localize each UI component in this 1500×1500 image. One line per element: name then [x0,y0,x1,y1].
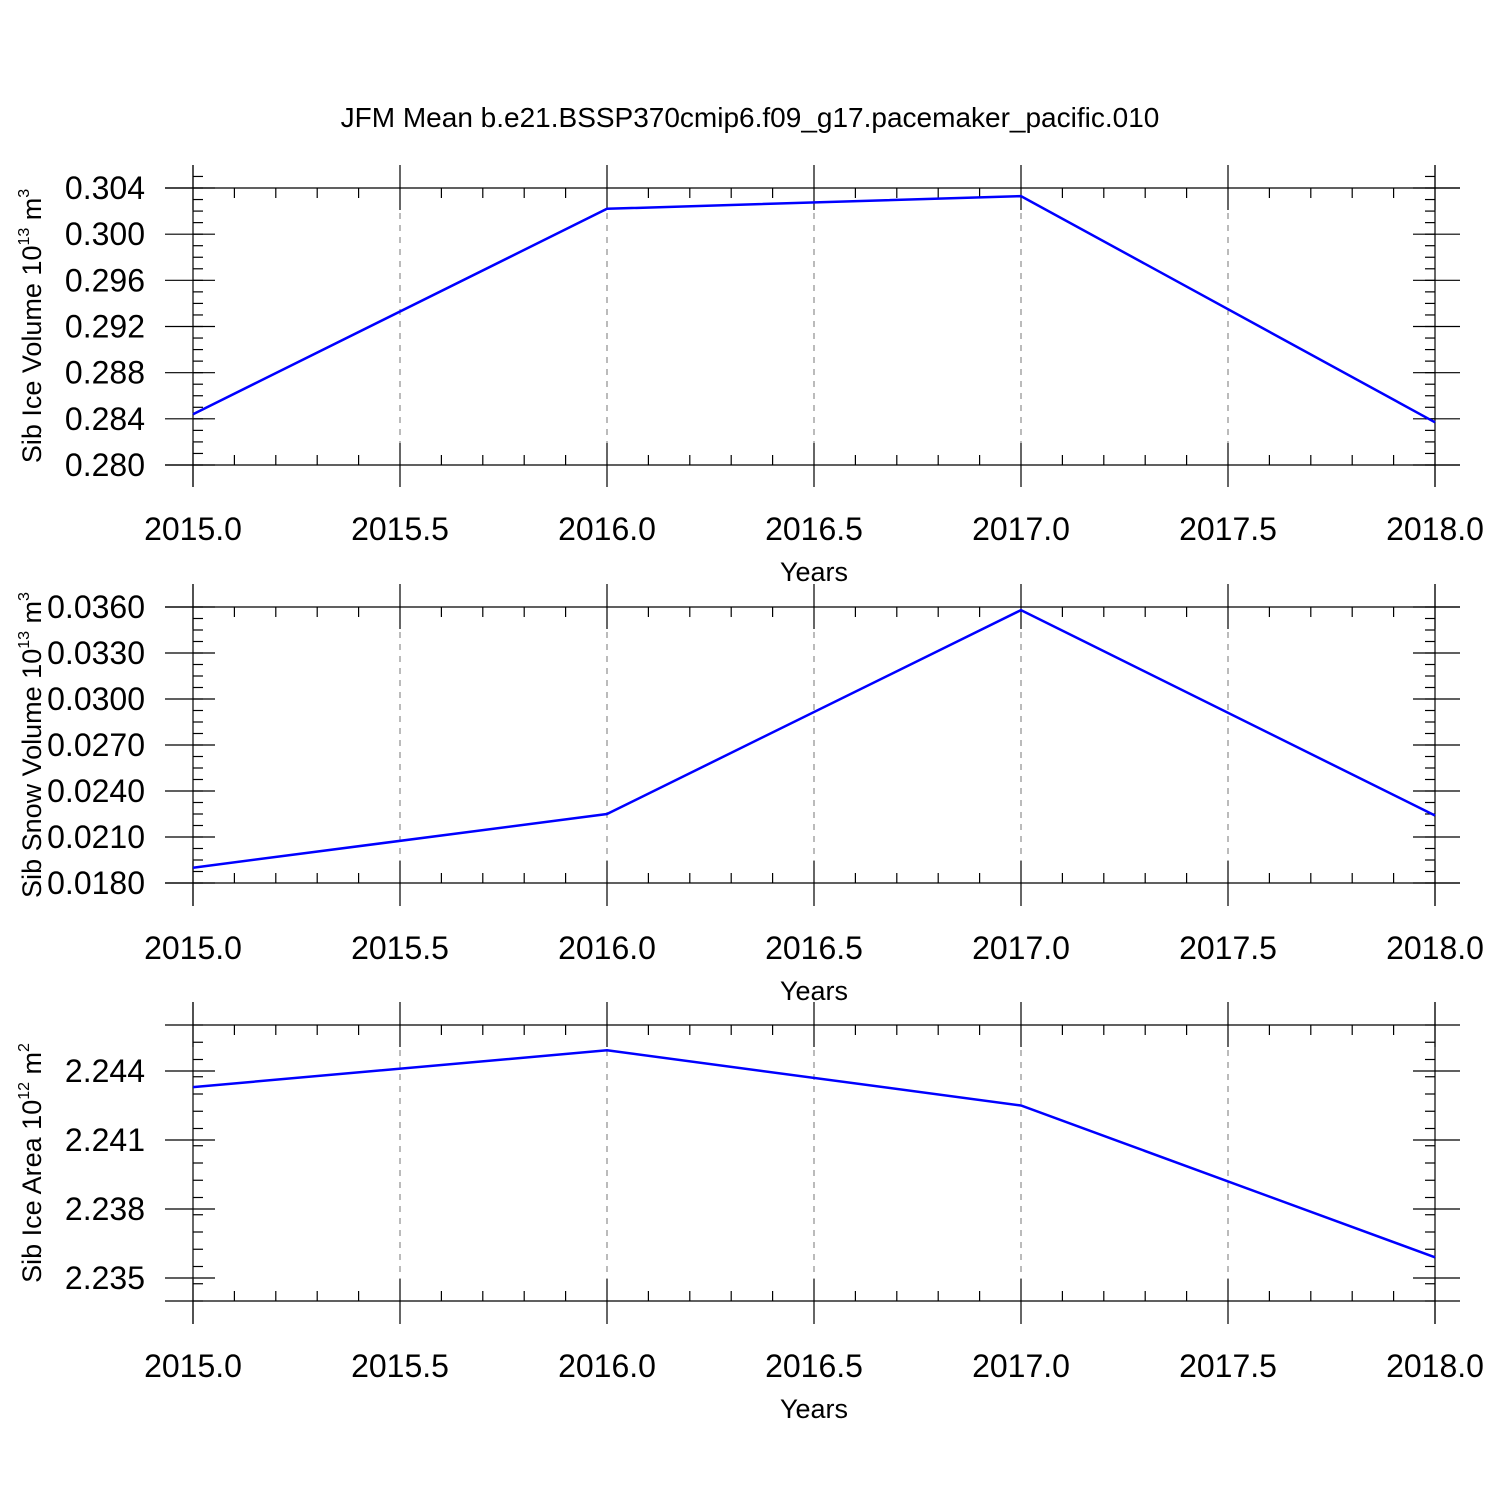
x-tick-label: 2016.0 [558,930,656,966]
x-axis-label: Years [780,976,848,1006]
y-label-unit: m [17,601,47,631]
x-tick-label: 2015.0 [144,930,242,966]
x-tick-label: 2015.5 [351,930,449,966]
y-axis-label: Sib Snow Volume 1013 m3 [16,592,47,898]
y-tick-label: 0.0330 [47,635,145,671]
x-tick-label: 2018.0 [1386,1348,1484,1384]
y-label-text: Sib Snow Volume 10 [17,649,47,898]
y-tick-label: 0.300 [65,216,145,252]
x-tick-label: 2015.0 [144,1348,242,1384]
y-label-unit-exponent: 3 [16,592,33,601]
x-tick-label: 2016.5 [765,930,863,966]
x-tick-label: 2017.5 [1179,1348,1277,1384]
y-tick-label: 2.244 [65,1053,145,1089]
chart-title: JFM Mean b.e21.BSSP370cmip6.f09_g17.pace… [341,102,1160,133]
y-tick-label: 0.304 [65,170,145,206]
y-tick-label: 0.0270 [47,727,145,763]
y-tick-label: 0.284 [65,401,145,437]
y-label-exponent: 13 [16,228,33,246]
x-tick-label: 2017.0 [972,930,1070,966]
y-tick-label: 0.0180 [47,865,145,901]
series-line [192,194,1436,424]
y-label-exponent: 12 [16,1082,33,1100]
y-tick-label: 0.0210 [47,819,145,855]
x-axis-label: Years [780,557,848,587]
y-axis-label: Sib Ice Area 1012 m2 [16,1043,47,1283]
y-tick-label: 0.0240 [47,773,145,809]
y-label-unit: m [17,1052,47,1082]
y-tick-label: 0.288 [65,355,145,391]
x-tick-label: 2017.0 [972,511,1070,547]
x-tick-label: 2018.0 [1386,930,1484,966]
y-label-text: Sib Ice Volume 10 [17,246,47,464]
y-tick-label: 0.0300 [47,681,145,717]
series-line [192,608,1436,869]
x-tick-label: 2015.5 [351,511,449,547]
y-label-text: Sib Ice Area 10 [17,1100,47,1283]
panel-1: 2015.0 2015.5 2016.0 2016.5 2017.0 2017.5 2018… [16,165,1484,587]
y-axis-label: Sib Ice Volume 1013 m3 [16,189,47,463]
x-tick-label: 2015.0 [144,511,242,547]
y-label-unit-exponent: 3 [16,189,33,198]
x-tick-label: 2016.0 [558,511,656,547]
x-tick-label: 2017.5 [1179,511,1277,547]
x-tick-label: 2015.5 [351,1348,449,1384]
y-tick-label: 0.292 [65,309,145,345]
y-label-unit: m [17,198,47,228]
y-tick-label: 2.241 [65,1122,145,1158]
y-tick-label: 2.235 [65,1260,145,1296]
x-tick-label: 2017.0 [972,1348,1070,1384]
x-tick-label: 2016.5 [765,1348,863,1384]
x-tick-label: 2016.0 [558,1348,656,1384]
x-axis-label: Years [780,1394,848,1424]
y-label-exponent: 13 [16,631,33,649]
y-tick-label: 2.238 [65,1191,145,1227]
x-tick-label: 2016.5 [765,511,863,547]
y-tick-label: 0.280 [65,447,145,483]
series-line [192,1049,1436,1259]
y-label-unit-exponent: 2 [16,1043,33,1052]
panel-3: 2015.0 2015.5 2016.0 2016.5 2017.0 2017.5 2018… [16,1002,1484,1424]
panel-2: 2015.0 2015.5 2016.0 2016.5 2017.0 2017.5 2018… [16,584,1484,1006]
y-tick-label: 0.0360 [47,589,145,625]
y-tick-label: 0.296 [65,262,145,298]
x-tick-label: 2018.0 [1386,511,1484,547]
x-tick-label: 2017.5 [1179,930,1277,966]
